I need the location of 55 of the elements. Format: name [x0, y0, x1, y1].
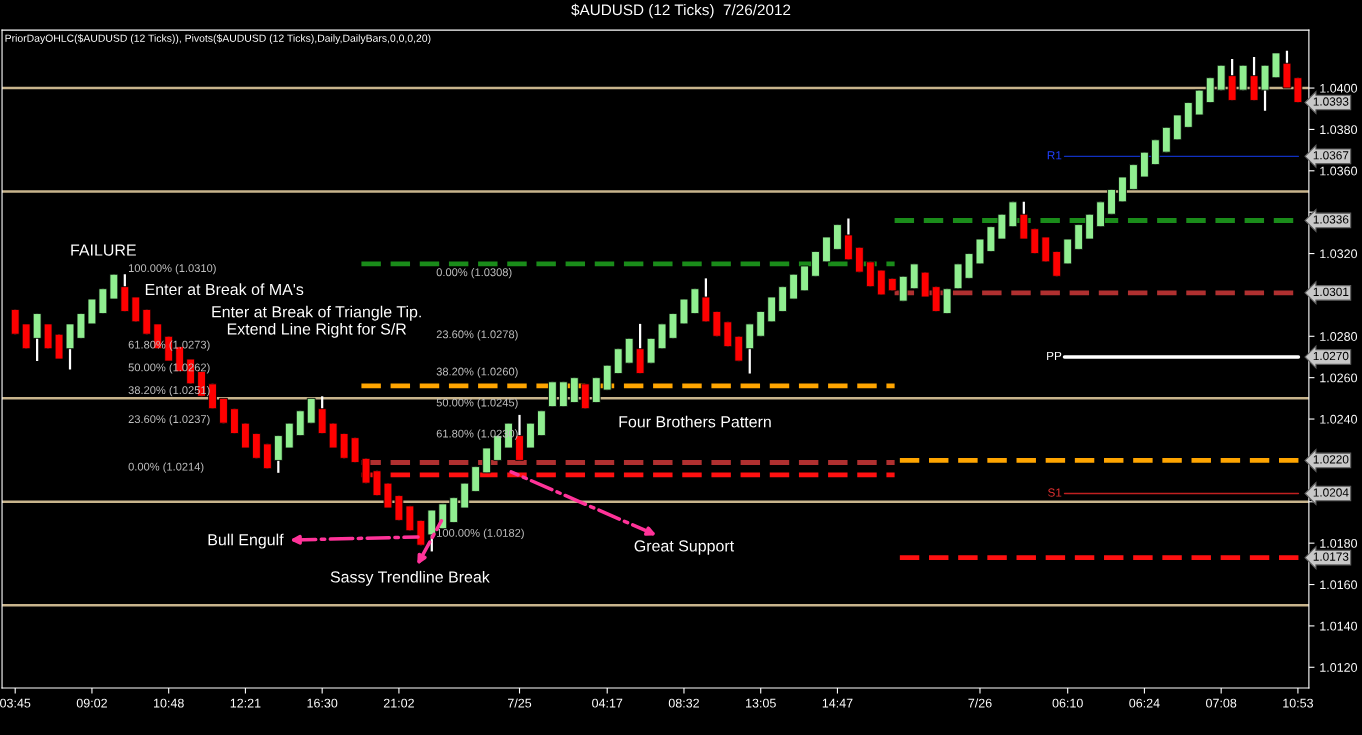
x-tick-label: 08:32: [668, 698, 699, 708]
x-tick-label: 09:02: [76, 698, 107, 708]
ref-line-label: 1.0367: [1313, 151, 1349, 160]
annotation: R1: [1047, 151, 1062, 160]
annotation: Enter at Break of Triangle Tip. Extend Line Right for S/R: [212, 305, 421, 338]
annotation: 23.60% (1.0278): [436, 330, 518, 341]
y-tick-label: 1.0240: [1320, 414, 1358, 424]
ref-line-label: 1.0301: [1313, 287, 1349, 297]
x-tick-label: 03:45: [0, 698, 31, 708]
x-tick-label: 14:47: [822, 698, 853, 708]
y-tick-label: 1.0360: [1320, 166, 1358, 176]
y-tick-label: 1.0180: [1320, 538, 1358, 548]
annotation: 38.20% (1.0260): [436, 367, 518, 378]
ref-line-label: 1.0220: [1313, 455, 1349, 464]
annotation: S1: [1047, 488, 1062, 497]
x-tick-label: 10:53: [1283, 698, 1314, 708]
ref-line-label: 1.0204: [1313, 488, 1349, 497]
x-tick-label: 21:02: [383, 698, 414, 708]
annotation: PP: [1047, 351, 1062, 361]
y-tick-label: 1.0260: [1320, 373, 1358, 383]
x-tick-label: 10:48: [154, 698, 184, 708]
chart-title: $AUDUSD (12 Ticks) 7/26/2012: [571, 3, 791, 19]
ref-line-label: 1.0336: [1313, 215, 1349, 224]
annotation: Sassy Trendline Break: [330, 570, 490, 586]
x-tick-label: 06:10: [1052, 698, 1083, 708]
y-tick-label: 1.0320: [1320, 249, 1358, 259]
y-tick-label: 1.0400: [1320, 83, 1358, 93]
y-tick-label: 1.0160: [1320, 580, 1358, 590]
ref-line-label: 1.0270: [1313, 351, 1349, 361]
ref-line-label: 1.0173: [1313, 552, 1349, 561]
x-tick-label: 7/26: [968, 698, 992, 708]
y-tick-label: 1.0280: [1320, 332, 1358, 341]
annotation: 0.00% (1.0308): [436, 268, 512, 279]
annotation: FAILURE: [71, 244, 136, 256]
annotation: Great Support: [634, 540, 735, 555]
annotation: 23.60% (1.0237): [128, 414, 210, 426]
annotation: Four Brothers Pattern: [619, 415, 771, 428]
x-tick-label: 04:17: [592, 698, 623, 708]
annotation: Enter at Break of MA's: [145, 283, 304, 296]
annotation: 100.00% (1.0310): [128, 263, 216, 275]
annotation: 100.00% (1.0182): [437, 528, 524, 540]
x-tick-label: 16:30: [307, 698, 338, 708]
x-tick-label: 7/25: [507, 698, 532, 708]
y-tick-label: 1.0380: [1320, 125, 1358, 135]
x-tick-label: 12:21: [230, 698, 261, 708]
y-tick-label: 1.0140: [1320, 621, 1358, 631]
text: 1.0393: [1313, 97, 1349, 106]
annotation: 50.00% (1.0245): [436, 398, 518, 409]
x-tick-label: 07:08: [1206, 698, 1237, 708]
annotation: 0.00% (1.0214): [128, 462, 204, 473]
y-tick-label: 1.0120: [1320, 663, 1358, 672]
x-tick-label: 13:05: [746, 698, 776, 708]
annotation: Bull Engulf: [208, 533, 284, 549]
chart-subtitle: PriorDayOHLC($AUDUSD (12 Ticks)), Pivots($AUDUSD (12 Ticks),Daily,DailyBars,0,0,0,20): [5, 34, 431, 44]
x-tick-label: 06:24: [1129, 698, 1160, 708]
